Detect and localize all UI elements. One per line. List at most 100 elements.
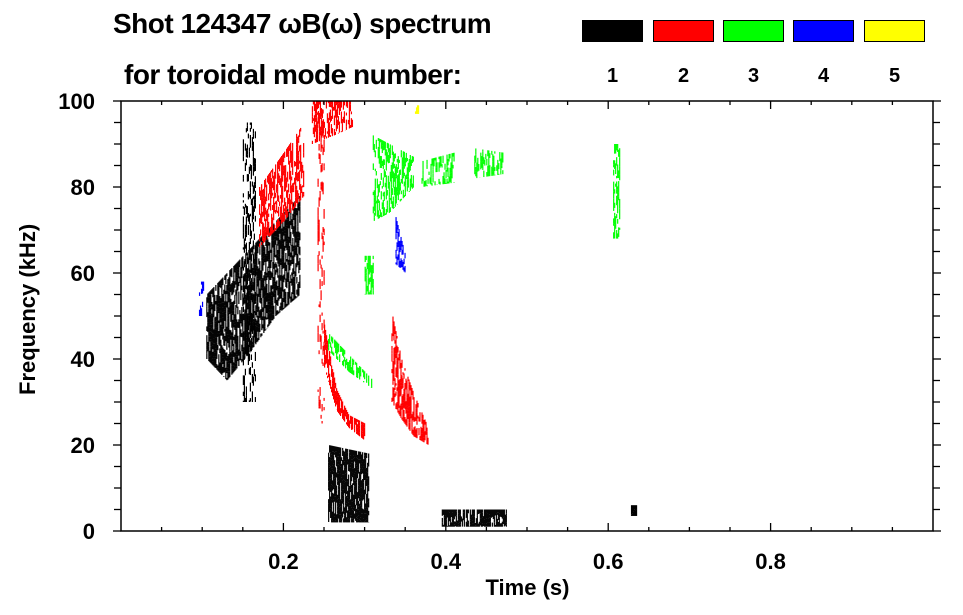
spectral-mark [374, 186, 376, 196]
spectral-mark [270, 171, 272, 178]
spectral-mark [403, 373, 405, 379]
spectral-mark [331, 454, 333, 458]
spectral-mark [333, 513, 335, 520]
spectral-mark [461, 518, 463, 527]
spectral-mark [393, 397, 395, 404]
spectral-mark [248, 214, 250, 224]
spectral-mark [340, 101, 343, 108]
spectral-mark [351, 369, 353, 374]
spectral-mark [632, 511, 635, 516]
spectral-mark [300, 144, 302, 154]
spectral-mark [296, 296, 298, 298]
spectral-mark [393, 206, 395, 208]
spectral-mark [396, 355, 398, 361]
spectral-mark [296, 277, 298, 284]
spectral-mark [221, 292, 223, 303]
spectral-mark [276, 280, 278, 285]
spectral-mark [253, 284, 255, 292]
spectral-mark [213, 356, 215, 366]
spectral-mark [321, 420, 323, 424]
spectral-mark [231, 291, 233, 296]
spectral-mark [294, 214, 296, 222]
spectral-mark [290, 231, 292, 242]
spectral-mark [220, 358, 222, 366]
spectral-mark [365, 462, 367, 469]
spectral-mark [334, 377, 336, 386]
spectral-mark [281, 267, 283, 274]
spectral-mark [486, 158, 488, 166]
spectral-mark [263, 325, 265, 333]
spectral-mark [284, 219, 286, 221]
x-tick-label: 0.4 [431, 549, 462, 574]
spectral-mark [406, 388, 408, 395]
spectral-mark [266, 233, 268, 241]
spectral-mark [339, 496, 341, 502]
spectral-mark [386, 152, 388, 162]
spectral-mark [353, 463, 355, 469]
spectral-mark [279, 306, 281, 309]
spectral-mark [222, 312, 224, 315]
spectral-mark [281, 291, 283, 297]
spectral-mark [329, 334, 331, 344]
spectral-mark [249, 192, 251, 199]
spectral-mark [394, 353, 396, 360]
spectral-mark [279, 294, 281, 299]
spectral-mark [284, 213, 286, 220]
spectral-mark [321, 361, 323, 364]
spectral-mark [366, 453, 368, 456]
spectral-mark [255, 258, 257, 265]
spectral-mark [211, 289, 213, 294]
spectral-mark [432, 177, 434, 183]
spectral-mark [477, 509, 479, 514]
spectral-mark [364, 423, 366, 428]
spectral-mark [403, 410, 405, 415]
spectral-mark [262, 189, 264, 193]
spectral-mark [249, 240, 251, 245]
spectral-mark [267, 250, 269, 254]
spectral-mark [395, 233, 397, 240]
spectral-mark [335, 477, 337, 481]
spectral-mark [259, 297, 261, 303]
spectral-mark [412, 175, 414, 184]
spectral-mark [208, 331, 210, 337]
spectral-mark [320, 182, 322, 187]
spectral-mark [221, 287, 223, 293]
spectral-mark [243, 335, 245, 341]
spectral-mark [394, 326, 396, 334]
spectral-mark [475, 167, 477, 170]
spectral-mark [329, 383, 331, 386]
spectral-mark [319, 101, 322, 109]
spectral-mark [318, 143, 320, 151]
spectral-mark [416, 433, 418, 439]
spectral-mark [339, 447, 341, 454]
spectral-mark [260, 270, 262, 280]
spectral-mark [330, 452, 332, 458]
spectral-mark [338, 450, 340, 457]
spectral-mark [345, 514, 347, 523]
spectral-mark [337, 390, 339, 397]
spectral-mark [296, 144, 298, 148]
spectral-mark [256, 241, 258, 252]
spectral-mark [363, 482, 365, 490]
spectral-mark [341, 485, 343, 492]
spectral-mark [208, 346, 210, 351]
spectral-mark [238, 270, 240, 273]
spectral-mark [291, 261, 293, 265]
spectral-mark [285, 291, 287, 300]
spectral-mark [351, 119, 354, 128]
spectral-mark [221, 326, 223, 336]
spectral-mark [295, 238, 297, 243]
spectral-mark [242, 139, 244, 149]
spectral-mark [346, 409, 348, 415]
spectral-mark [449, 522, 451, 527]
spectral-mark [373, 190, 375, 198]
spectral-mark [395, 187, 397, 193]
spectral-mark [414, 111, 417, 114]
spectral-mark [206, 297, 208, 307]
spectral-mark [333, 386, 335, 394]
spectral-mark [279, 223, 281, 227]
spectral-mark [346, 481, 348, 492]
spectral-mark [222, 357, 224, 362]
spectral-mark [334, 101, 337, 104]
spectral-mark [272, 268, 274, 273]
